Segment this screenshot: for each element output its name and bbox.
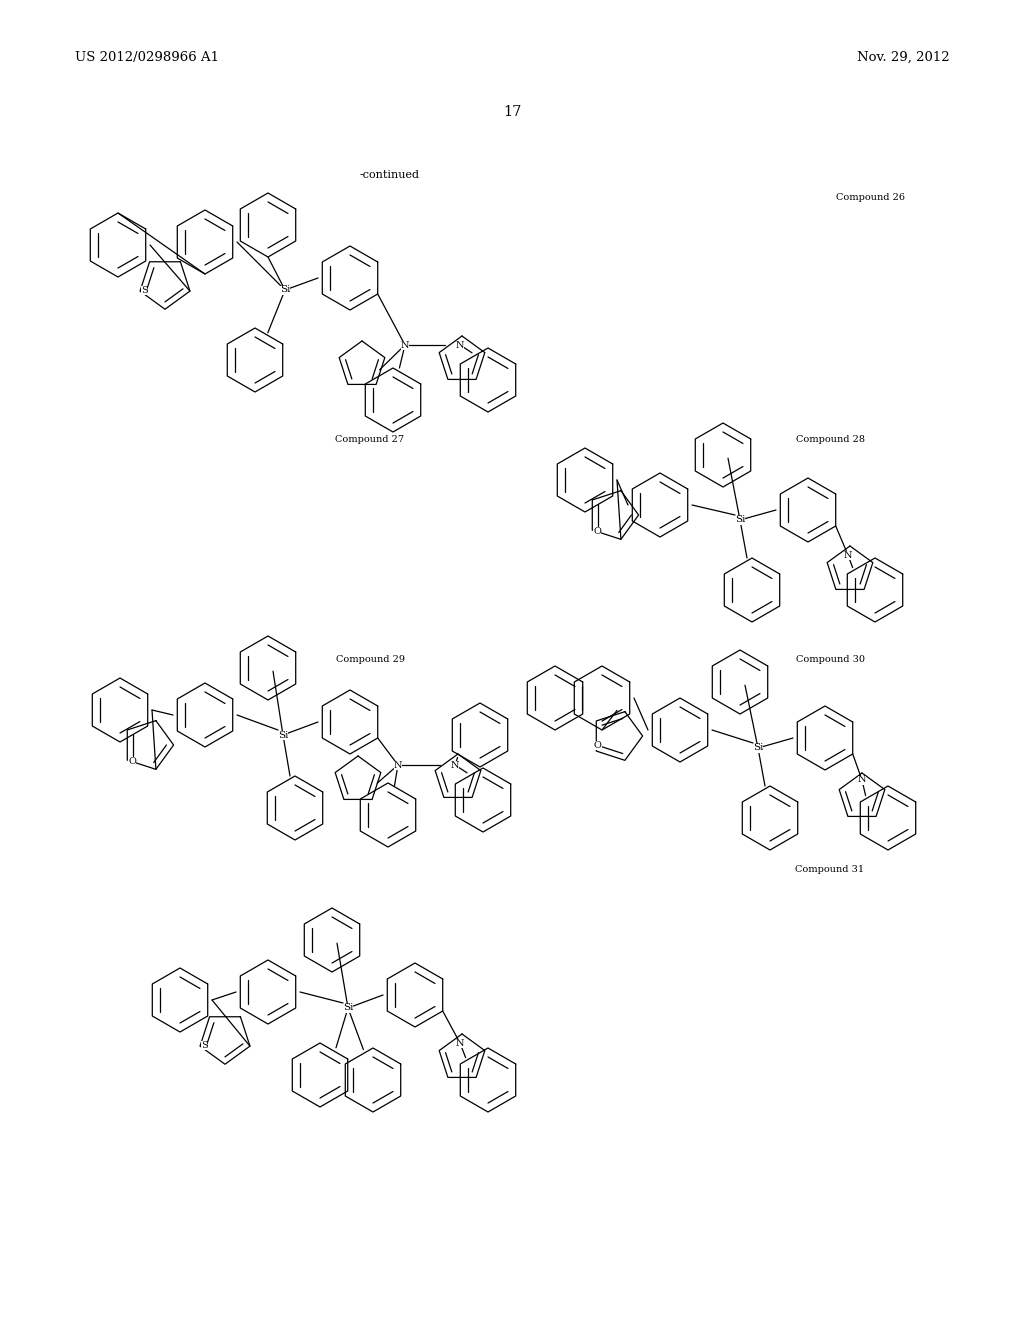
Text: N: N [456,1039,464,1048]
Text: Compound 28: Compound 28 [796,436,864,445]
Text: -continued: -continued [360,170,420,180]
Text: Si: Si [753,743,763,752]
Text: Compound 27: Compound 27 [336,436,404,445]
Text: S: S [140,286,147,296]
Text: Nov. 29, 2012: Nov. 29, 2012 [857,50,950,63]
Text: Compound 29: Compound 29 [336,656,404,664]
Text: N: N [394,760,402,770]
Text: O: O [594,741,602,750]
Text: O: O [128,756,136,766]
Text: N: N [844,550,852,560]
Text: N: N [858,776,866,784]
Text: N: N [451,760,459,770]
Text: N: N [400,341,410,350]
Text: US 2012/0298966 A1: US 2012/0298966 A1 [75,50,219,63]
Text: S: S [201,1041,208,1051]
Text: Si: Si [278,730,288,739]
Text: Si: Si [343,1003,353,1012]
Text: Compound 26: Compound 26 [836,194,904,202]
Text: O: O [593,527,601,536]
Text: Si: Si [735,516,745,524]
Text: Compound 30: Compound 30 [796,656,864,664]
Text: N: N [456,341,464,350]
Text: 17: 17 [503,106,521,119]
Text: Si: Si [280,285,290,294]
Text: Compound 31: Compound 31 [796,866,864,874]
